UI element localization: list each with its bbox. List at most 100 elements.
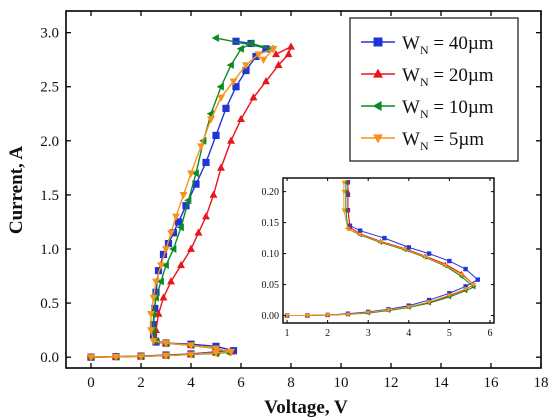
data-point xyxy=(217,94,225,102)
data-point xyxy=(227,348,235,357)
data-point xyxy=(179,192,188,200)
data-point xyxy=(187,170,195,178)
data-point xyxy=(357,232,363,238)
data-point xyxy=(161,261,169,270)
data-point xyxy=(377,240,383,245)
x-tick-label: 14 xyxy=(434,375,450,391)
data-point xyxy=(159,293,168,301)
x-tick-label: 16 xyxy=(484,375,500,391)
y-tick-label: 0.20 xyxy=(262,187,280,198)
legend-label: WN = 20µm xyxy=(402,65,494,89)
series-4 xyxy=(87,45,278,362)
data-point xyxy=(406,245,411,250)
y-tick-label: 3.0 xyxy=(40,26,59,42)
x-tick-label: 5 xyxy=(447,328,452,339)
legend-entry: WN = 10µm xyxy=(361,97,494,121)
inset-background xyxy=(283,178,494,323)
data-point xyxy=(157,262,165,270)
data-point xyxy=(211,34,219,43)
data-point xyxy=(229,78,238,86)
data-point xyxy=(386,308,391,313)
data-point xyxy=(345,227,351,232)
x-tick-label: 2 xyxy=(325,328,330,339)
inset-series-layer xyxy=(284,179,480,319)
data-point xyxy=(343,179,348,185)
inset-axes: 1 2 3 4 5 6 0.00 0.05 0.10 0.15 0.20 xyxy=(262,177,495,339)
data-point xyxy=(325,313,331,318)
data-point xyxy=(212,345,220,353)
data-point xyxy=(442,263,448,269)
data-point xyxy=(152,278,160,286)
legend-marker xyxy=(373,134,383,144)
data-point xyxy=(471,282,477,288)
y-tick-label: 2.0 xyxy=(40,134,59,150)
data-point xyxy=(176,223,184,232)
y-tick-label: 1.0 xyxy=(40,242,59,258)
y-tick-label: 0.05 xyxy=(262,280,280,291)
x-tick-label: 4 xyxy=(187,375,195,391)
data-point xyxy=(177,260,185,269)
data-point xyxy=(463,287,469,292)
legend-marker xyxy=(373,68,383,78)
data-point xyxy=(426,251,432,256)
data-point xyxy=(446,293,452,298)
data-point xyxy=(137,353,145,361)
x-tick-label: 6 xyxy=(237,375,245,391)
data-point xyxy=(242,66,250,75)
y-tick-label: 0.0 xyxy=(40,350,59,366)
data-point xyxy=(162,340,170,348)
data-point xyxy=(202,212,210,220)
data-point xyxy=(167,229,175,238)
inset-plot-frame xyxy=(282,177,495,324)
data-point xyxy=(226,61,234,70)
data-point xyxy=(287,42,295,50)
x-tick-label: 2 xyxy=(137,375,145,391)
data-point xyxy=(182,202,190,210)
data-point xyxy=(154,267,163,275)
data-point xyxy=(187,342,195,350)
data-point xyxy=(156,277,164,286)
main-plot-frame xyxy=(65,10,542,369)
data-point xyxy=(192,180,200,188)
data-point xyxy=(159,250,168,259)
data-point xyxy=(274,60,283,68)
data-point xyxy=(147,327,155,335)
data-point xyxy=(87,354,95,362)
data-point xyxy=(191,169,199,178)
data-point xyxy=(149,294,158,303)
data-point xyxy=(459,272,464,278)
data-point xyxy=(341,189,347,195)
data-point xyxy=(167,277,175,285)
x-tick-label: 6 xyxy=(487,328,492,339)
data-point xyxy=(269,45,278,54)
legend-label: WN = 5µm xyxy=(402,129,484,153)
legend-entry: WN = 20µm xyxy=(361,65,494,89)
main-series-layer xyxy=(86,34,295,362)
data-point xyxy=(343,207,348,213)
data-point xyxy=(227,136,235,144)
data-point xyxy=(232,83,240,91)
data-point xyxy=(402,247,408,252)
legend-entry: WN = 5µm xyxy=(361,129,484,153)
data-point xyxy=(262,76,270,85)
series-4 xyxy=(284,180,477,319)
data-point xyxy=(172,213,180,221)
data-point xyxy=(217,163,225,171)
data-point xyxy=(202,158,210,167)
x-tick-label: 18 xyxy=(534,375,549,391)
data-point xyxy=(209,190,218,198)
data-point xyxy=(463,266,468,272)
data-point xyxy=(304,313,310,319)
data-point xyxy=(207,116,215,124)
data-point xyxy=(426,300,432,305)
data-point xyxy=(341,208,347,213)
y-tick-label: 1.5 xyxy=(40,188,59,204)
data-point xyxy=(365,310,371,316)
data-point xyxy=(194,228,203,236)
data-point xyxy=(112,353,120,362)
data-point xyxy=(262,45,270,53)
data-point xyxy=(162,352,170,360)
x-tick-label: 3 xyxy=(366,328,371,339)
data-point xyxy=(197,143,205,151)
data-point xyxy=(187,244,195,252)
